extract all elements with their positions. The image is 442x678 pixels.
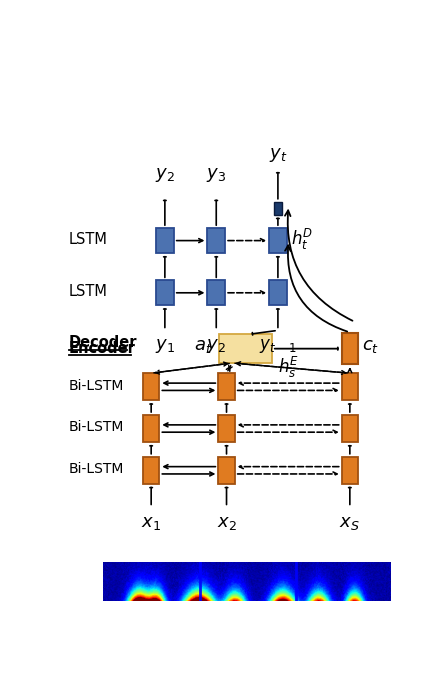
Text: $y_t$: $y_t$	[269, 146, 287, 164]
Text: $y_2$: $y_2$	[155, 165, 175, 184]
Text: Bi-LSTM: Bi-LSTM	[69, 462, 124, 476]
FancyArrowPatch shape	[285, 245, 347, 332]
Text: $y_{t-1}$: $y_{t-1}$	[259, 337, 297, 355]
Text: LSTM: LSTM	[69, 284, 108, 299]
FancyBboxPatch shape	[156, 228, 174, 253]
FancyArrowPatch shape	[285, 210, 352, 321]
Text: $x_S$: $x_S$	[339, 514, 360, 532]
Text: LSTM: LSTM	[69, 232, 108, 247]
FancyBboxPatch shape	[156, 280, 174, 305]
FancyBboxPatch shape	[207, 228, 225, 253]
FancyBboxPatch shape	[342, 457, 358, 484]
Text: $x_2$: $x_2$	[217, 514, 236, 532]
Text: $y_2$: $y_2$	[206, 337, 226, 355]
Text: Decoder: Decoder	[69, 336, 137, 351]
FancyBboxPatch shape	[143, 457, 160, 484]
Text: $h_t^D$: $h_t^D$	[291, 227, 313, 252]
FancyBboxPatch shape	[218, 373, 235, 400]
Text: $h_s^E$: $h_s^E$	[278, 355, 299, 380]
Text: $a_t$: $a_t$	[194, 336, 212, 355]
FancyBboxPatch shape	[342, 373, 358, 400]
FancyBboxPatch shape	[143, 415, 160, 442]
FancyBboxPatch shape	[342, 333, 358, 364]
Text: $x_1$: $x_1$	[141, 514, 161, 532]
FancyBboxPatch shape	[218, 415, 235, 442]
FancyBboxPatch shape	[218, 457, 235, 484]
FancyBboxPatch shape	[342, 415, 358, 442]
FancyBboxPatch shape	[269, 280, 287, 305]
FancyBboxPatch shape	[143, 373, 160, 400]
Text: $c_t$: $c_t$	[362, 336, 379, 355]
Text: Bi-LSTM: Bi-LSTM	[69, 420, 124, 435]
FancyBboxPatch shape	[207, 280, 225, 305]
FancyBboxPatch shape	[269, 228, 287, 253]
Text: Bi-LSTM: Bi-LSTM	[69, 379, 124, 393]
FancyBboxPatch shape	[274, 201, 282, 215]
Text: $y_3$: $y_3$	[206, 165, 226, 184]
Text: Encoder: Encoder	[69, 340, 136, 356]
Text: $y_1$: $y_1$	[155, 337, 175, 355]
FancyBboxPatch shape	[219, 334, 272, 363]
